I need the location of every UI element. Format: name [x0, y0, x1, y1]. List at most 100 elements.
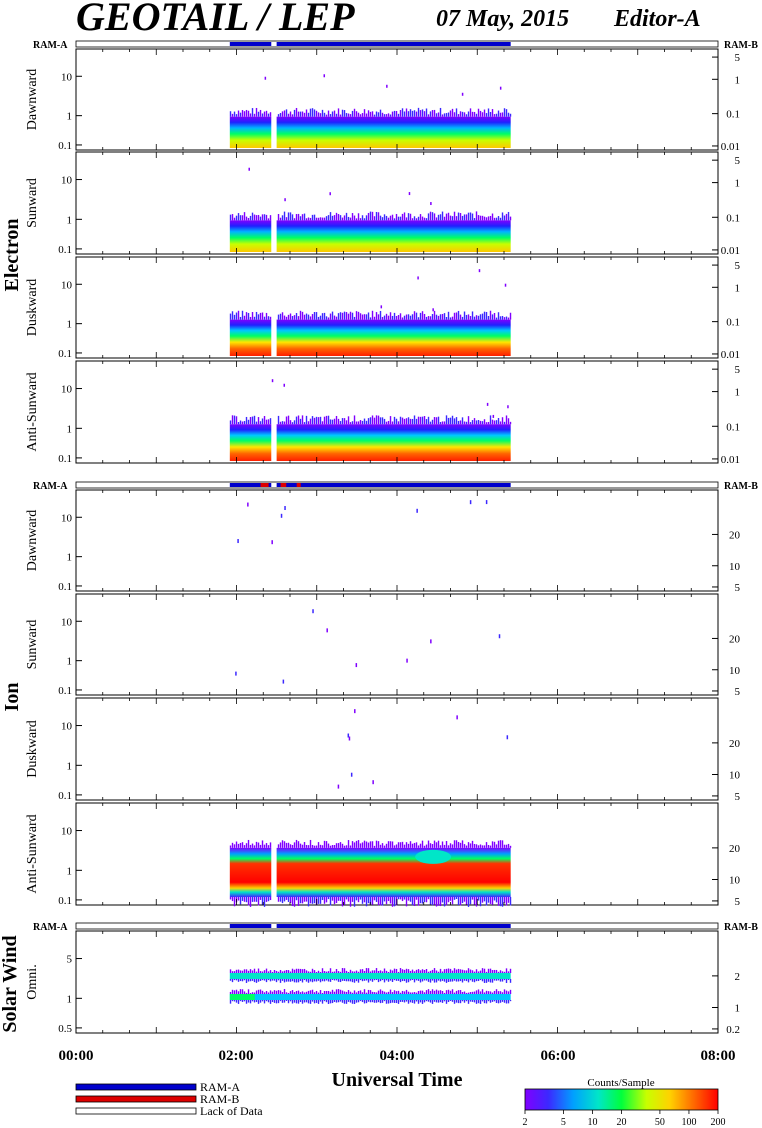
spectrogram-pixel — [339, 215, 342, 221]
spectrogram-pixel — [265, 1000, 268, 1002]
spectrogram-pixel — [439, 968, 442, 973]
spectrogram-pixel — [383, 897, 386, 902]
spectrogram-pixel — [301, 897, 304, 904]
spectrogram-pixel — [455, 417, 458, 425]
spectrogram-pixel — [467, 416, 470, 425]
spectrogram-pixel — [371, 970, 374, 973]
spectrogram-pixel — [377, 212, 380, 221]
spectrogram-pixel — [299, 1000, 302, 1002]
spectrogram-pixel — [473, 897, 476, 905]
spectrogram-pixel — [379, 844, 382, 848]
spectrogram-pixel — [259, 1000, 262, 1003]
spectrogram-pixel — [393, 897, 396, 907]
spectrogram-pixel — [341, 312, 344, 320]
spectrogram-pixel — [475, 844, 478, 848]
spectrogram-pixel — [475, 897, 478, 907]
spectrogram-pixel — [431, 314, 434, 320]
spectrogram-pixel — [311, 968, 314, 973]
spectrogram-pixel — [343, 991, 346, 994]
spectrogram-pixel — [237, 979, 240, 982]
spectrogram-pixel — [453, 1000, 456, 1004]
spectrogram-pixel — [341, 990, 344, 994]
spectrogram-pixel — [391, 214, 394, 221]
spectrogram-pixel — [351, 421, 354, 425]
spectrogram-pixel — [401, 969, 404, 973]
spectrogram-pixel — [255, 897, 258, 902]
spectrogram-pixel — [375, 979, 378, 981]
spectrogram-pixel — [387, 979, 390, 982]
spectrogram-pixel — [297, 990, 300, 994]
spectrogram-pixel — [491, 841, 494, 848]
y-tick-label: 1 — [67, 656, 73, 668]
spectrogram-pixel — [487, 108, 490, 117]
spectrogram-pixel — [425, 968, 428, 973]
spectrogram-pixel — [501, 1000, 504, 1002]
spectrogram-pixel — [473, 316, 476, 320]
spectrogram-pixel — [435, 113, 438, 117]
colorbar-tick-label: 100 — [681, 1117, 696, 1128]
spectrogram-pixel — [501, 315, 504, 320]
spectrogram-pixel — [323, 840, 326, 848]
spectrogram-pixel — [251, 843, 254, 848]
spectrogram-pixel — [489, 310, 492, 320]
spectrogram-pixel — [255, 215, 258, 221]
spectrogram-pixel — [429, 970, 432, 973]
spectrogram-pixel — [279, 897, 282, 902]
spectrogram-pixel — [281, 421, 284, 425]
spectrogram-pixel — [389, 312, 392, 320]
spectrogram-pixel — [409, 1000, 412, 1003]
spectrogram-pixel — [445, 213, 448, 221]
spectrogram-pixel — [235, 1000, 238, 1003]
spectrogram-pixel — [505, 990, 508, 994]
spectrogram-pixel — [279, 217, 282, 221]
spectrogram-pixel — [401, 897, 404, 902]
spectrogram-pixel — [393, 845, 396, 848]
y-tick-label: 1 — [67, 865, 73, 877]
spectrogram-pixel — [443, 969, 446, 973]
y-tick-label: 1 — [67, 760, 73, 772]
spectrogram-pixel — [351, 110, 354, 117]
spectrogram-pixel — [455, 979, 458, 982]
spectrogram-pixel — [279, 990, 282, 994]
spectrogram-pixel — [293, 420, 296, 425]
spectrogram-pixel — [349, 897, 352, 907]
spectrogram-pixel — [355, 663, 358, 668]
spectrogram-pixel — [423, 992, 426, 994]
spectrogram-pixel — [303, 968, 306, 973]
ram-status-bar: RAM-A RAM-B — [33, 40, 758, 51]
spectrogram-pixel — [481, 421, 484, 425]
panel-frame — [75, 697, 719, 801]
spectrogram-pixel — [281, 840, 284, 848]
spectrogram-pixel — [417, 991, 420, 994]
spectrogram-pixel — [417, 979, 420, 981]
spectrogram-pixel — [281, 215, 284, 221]
spectrogram-pixel — [283, 421, 286, 425]
spectrogram-pixel — [357, 1000, 360, 1003]
spectrogram-pixel — [419, 897, 422, 904]
spectrogram-pixel — [347, 1000, 350, 1002]
spectrogram-pixel — [247, 502, 249, 507]
spectrogram-pixel — [457, 212, 460, 221]
spectrogram-pixel — [475, 969, 478, 973]
y-tick-label: 5 — [735, 686, 741, 698]
spectrogram-pixel — [331, 1000, 334, 1004]
spectrogram-pixel — [389, 897, 392, 904]
spectrogram-pixel — [457, 1000, 460, 1004]
spectrogram-pixel — [373, 970, 376, 973]
spectrogram-pixel — [453, 840, 456, 848]
spectrogram-pixel — [487, 968, 490, 973]
spectrogram-pixel — [315, 1000, 318, 1003]
spectrogram-pixel — [283, 1000, 286, 1003]
spectrogram-pixel — [493, 313, 496, 320]
spectrogram-pixel — [419, 214, 422, 221]
spectrogram-pixel — [445, 897, 448, 906]
spectrogram-pixel — [373, 1000, 376, 1003]
y-tick-label: 10 — [729, 770, 741, 782]
spectrogram-pixel — [463, 844, 466, 848]
spectrogram-pixel — [391, 111, 394, 117]
spectrogram-pixel — [233, 897, 236, 907]
spectrogram-pixel — [245, 969, 248, 973]
spectrogram-pixel — [231, 311, 234, 320]
spectrogram-pixel — [351, 1000, 354, 1004]
spectrogram-pixel — [337, 989, 340, 994]
